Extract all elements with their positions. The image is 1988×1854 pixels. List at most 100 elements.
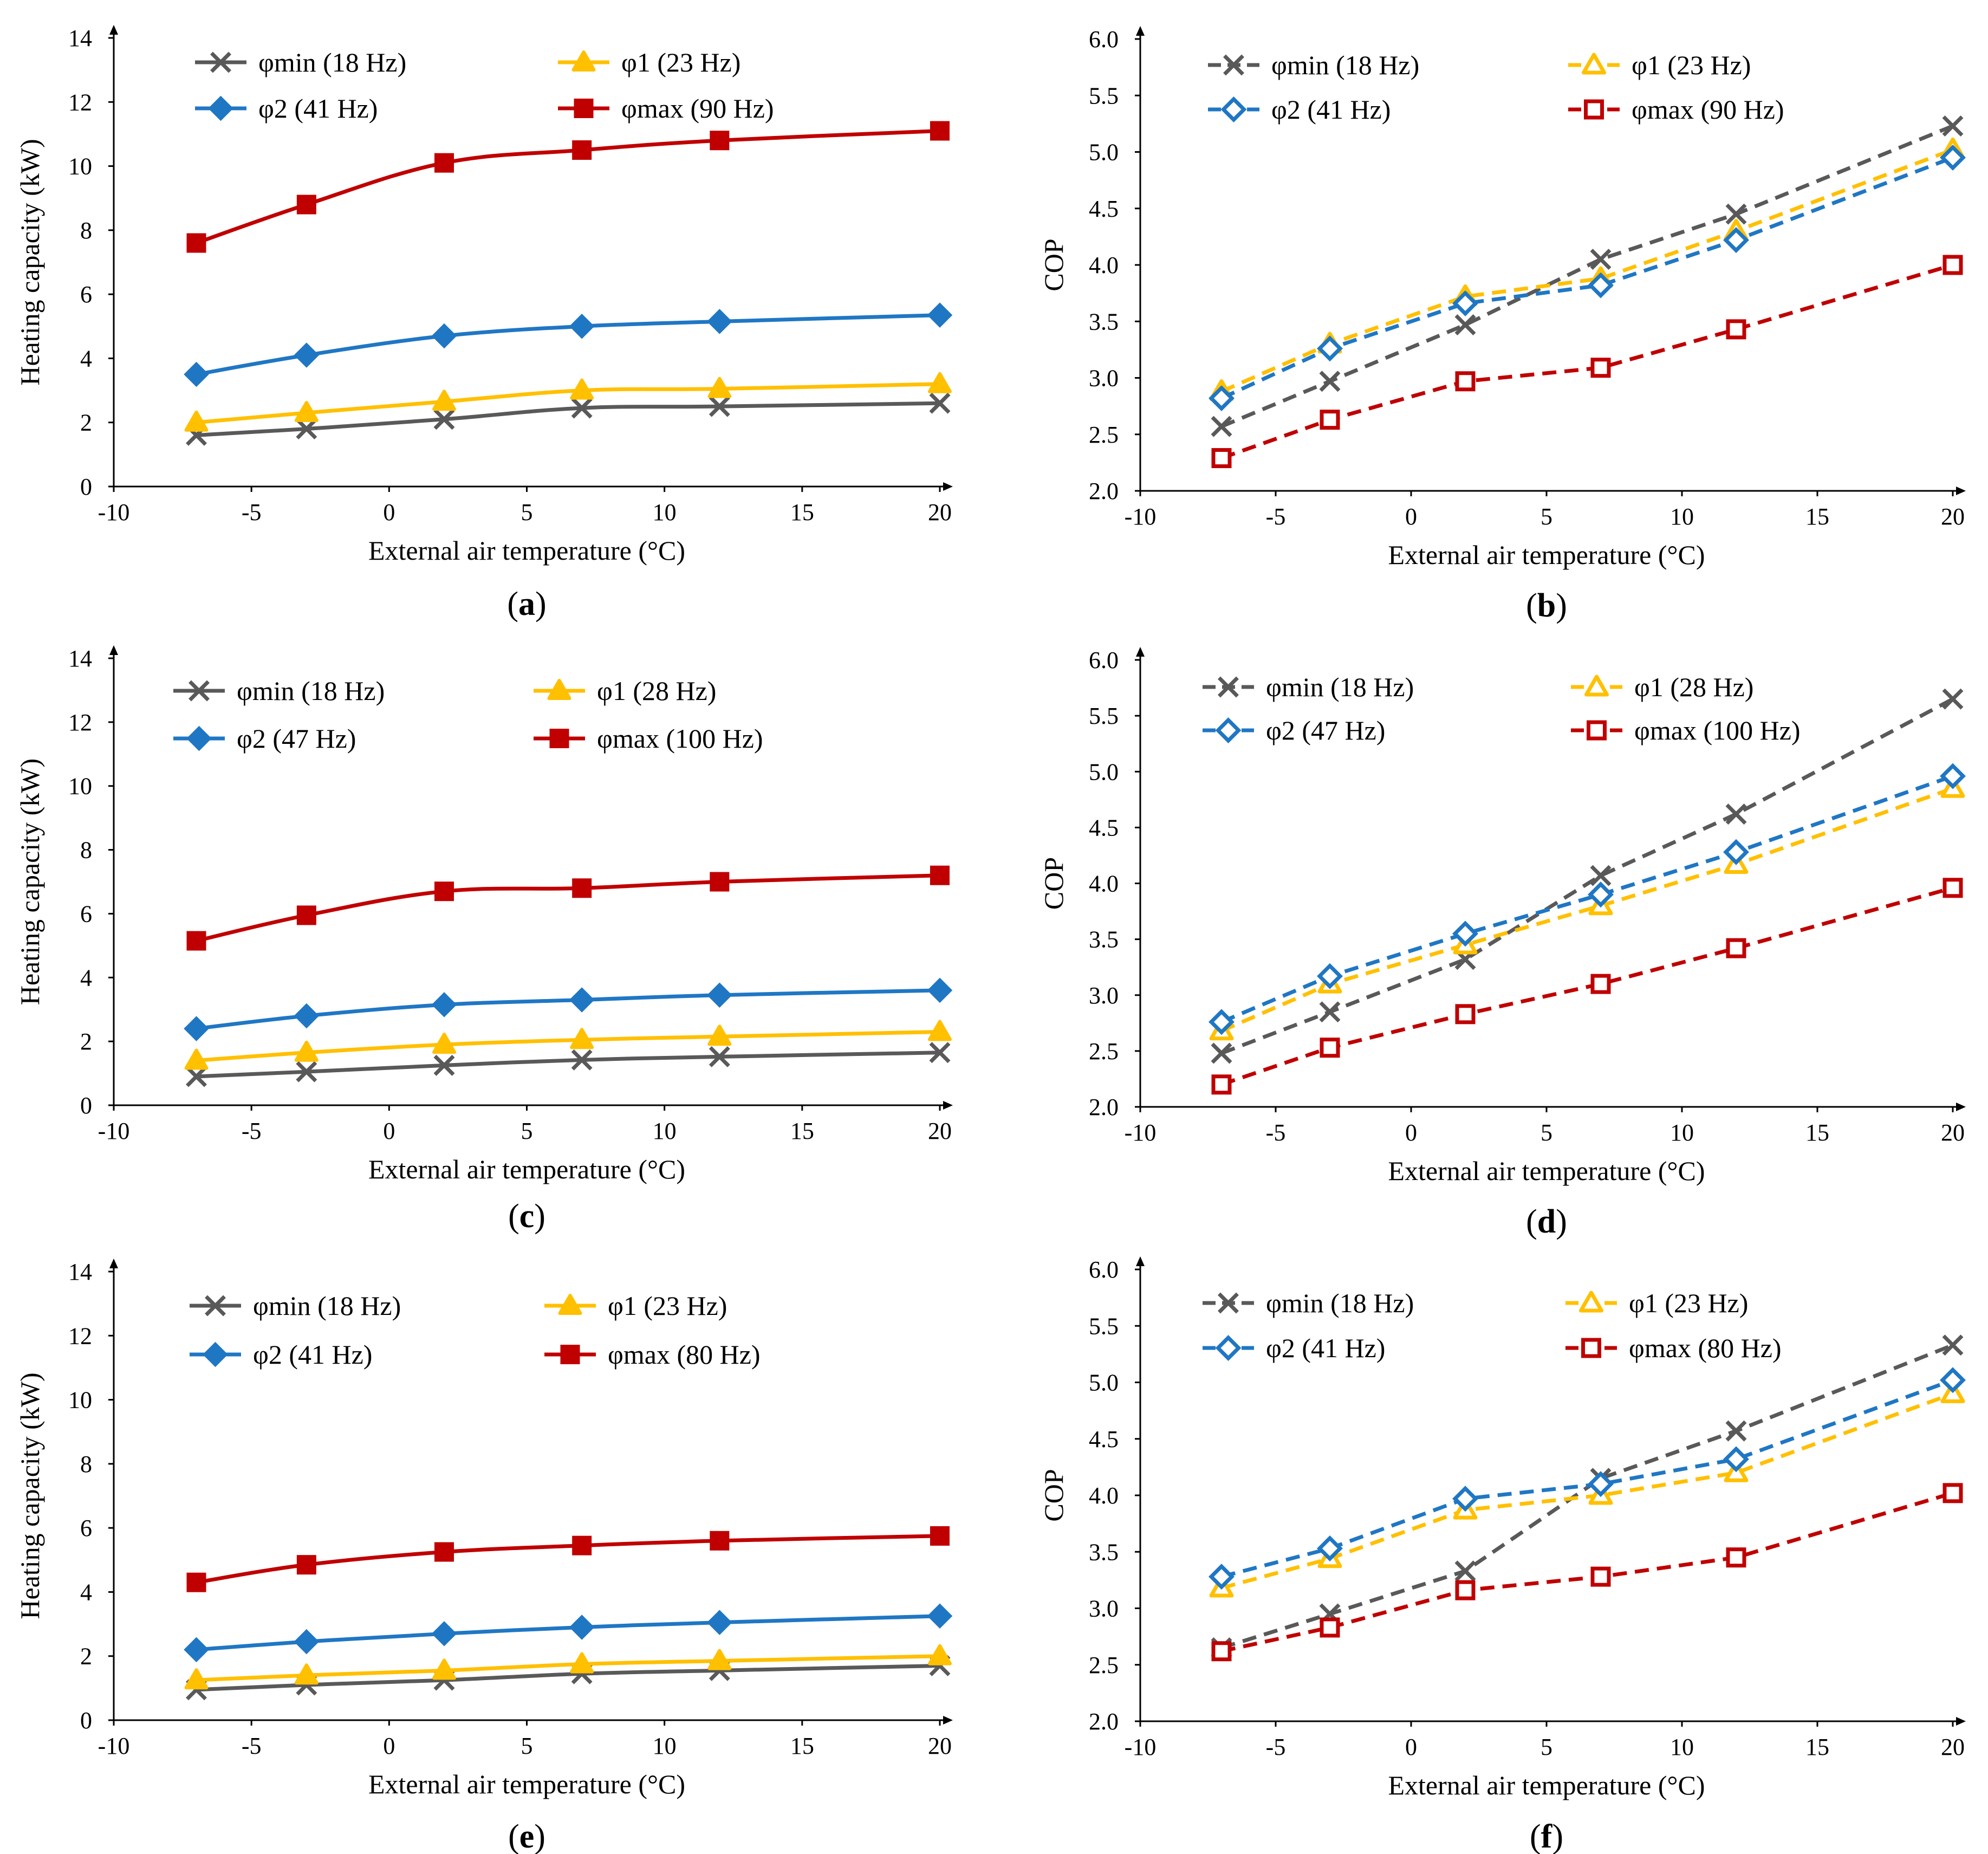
data-point: [294, 400, 319, 422]
y-tick-label: 3.0: [1089, 1596, 1119, 1622]
data-point: [1942, 878, 1963, 898]
x-tick-label: -10: [1125, 1119, 1157, 1146]
data-point: [927, 1603, 953, 1629]
x-tick-label: 5: [1541, 1734, 1552, 1760]
data-point: [569, 314, 595, 339]
x-axis-label: External air temperature (°C): [368, 1154, 685, 1184]
legend-label: φ2 (41 Hz): [258, 93, 378, 124]
data-point: [1455, 1004, 1476, 1025]
x-axis-arrow: [943, 1716, 953, 1725]
data-point: [296, 1555, 316, 1575]
x-axis-arrow: [943, 482, 953, 491]
x-tick-label: 20: [928, 1733, 952, 1759]
x-tick-label: -5: [242, 1733, 262, 1759]
x-tick-label: 15: [790, 499, 814, 526]
x-tick-label: 10: [1670, 1119, 1694, 1146]
data-point: [928, 1644, 952, 1665]
legend-marker: [1220, 96, 1247, 122]
legend-label: φmax (80 Hz): [608, 1339, 761, 1370]
legend-marker: [1218, 676, 1239, 698]
chart-panel-d: -10 -5 0 5 10 15 20 2.0 2.5 3.0 3.5 4.0 4.5 5.0 5.5 6.0…: [1038, 647, 1966, 1240]
series-line: [1221, 1378, 1954, 1579]
y-tick-label: 14: [68, 1259, 92, 1285]
y-tick-label: 5.0: [1089, 1370, 1119, 1396]
series-phi_max: [186, 1526, 950, 1592]
x-tick-label: 5: [1541, 1119, 1552, 1146]
y-axis-arrow: [1136, 26, 1145, 36]
chart-panel-f: -10 -5 0 5 10 15 20 2.0 2.5 3.0 3.5 4.0 4.5 5.0 5.5 6.0…: [1038, 1256, 1966, 1854]
x-tick-label: 10: [653, 1118, 677, 1144]
y-tick-label: 2: [80, 1028, 92, 1055]
x-tick-label: -10: [1125, 503, 1157, 530]
legend-label: φmax (100 Hz): [1634, 715, 1801, 746]
legend-marker: [1581, 1338, 1601, 1358]
series-phi_2: [184, 977, 953, 1041]
legend-label: φ1 (23 Hz): [608, 1291, 727, 1321]
x-axis-label: External air temperature (°C): [1388, 540, 1705, 570]
data-point: [1455, 371, 1476, 392]
data-point: [570, 1028, 594, 1049]
legend-item-phi_min: φmin (18 Hz): [1203, 672, 1414, 702]
legend-label: φmax (90 Hz): [1632, 94, 1784, 125]
data-point: [929, 392, 951, 414]
data-point: [571, 1049, 593, 1071]
legend-item-phi_max: φmax (80 Hz): [544, 1339, 761, 1370]
data-point: [431, 992, 457, 1017]
legend-item-phi_max: φmax (100 Hz): [534, 723, 763, 754]
data-point: [294, 1040, 319, 1062]
data-point: [1320, 1617, 1340, 1638]
data-point: [1723, 1446, 1749, 1473]
y-tick-label: 14: [68, 645, 92, 672]
y-tick-label: 6.0: [1089, 647, 1119, 673]
y-tick-label: 3.0: [1089, 982, 1119, 1009]
chart-panel-e: -10 -5 0 5 10 15 20 0 2 4 6 8 10 12 14 External air tem…: [15, 1259, 953, 1854]
y-tick-label: 6.0: [1089, 26, 1119, 53]
y-tick-label: 4.0: [1089, 1482, 1119, 1509]
data-point: [1942, 1334, 1964, 1356]
data-point: [707, 377, 732, 398]
x-tick-label: 0: [1405, 1734, 1417, 1760]
data-point: [1723, 227, 1749, 254]
legend-marker: [1223, 54, 1244, 76]
x-tick-label: -10: [98, 499, 130, 526]
panel-label: (b): [1526, 587, 1567, 624]
x-tick-label: 5: [521, 1118, 533, 1144]
panel-label: (f): [1530, 1818, 1563, 1854]
legend-label: φmin (18 Hz): [258, 47, 406, 77]
y-tick-label: 3.5: [1089, 926, 1119, 953]
data-point: [707, 1025, 732, 1046]
y-tick-label: 3.5: [1089, 308, 1119, 335]
series-phi_1: [1209, 776, 1965, 1041]
x-axis-label: External air temperature (°C): [1388, 1156, 1705, 1186]
series-line: [196, 129, 940, 245]
data-point: [1942, 1483, 1963, 1503]
series-phi_max: [186, 121, 950, 253]
x-tick-label: -5: [242, 1118, 262, 1144]
x-tick-label: 5: [521, 1733, 533, 1759]
legend-item-phi_1: φ1 (23 Hz): [1568, 50, 1751, 80]
y-tick-label: 0: [80, 1707, 92, 1734]
y-tick-label: 2.5: [1089, 1038, 1119, 1065]
x-tick-label: -10: [1125, 1734, 1157, 1760]
data-point: [186, 1572, 206, 1592]
y-tick-label: 2.0: [1089, 1094, 1119, 1120]
data-point: [927, 302, 953, 328]
x-tick-label: -5: [1266, 1734, 1286, 1760]
legend-marker: [205, 1295, 226, 1317]
data-point: [432, 1658, 456, 1680]
data-point: [434, 881, 454, 902]
data-point: [294, 1663, 319, 1685]
legend-label: φmin (18 Hz): [1266, 1288, 1414, 1318]
legend-item-phi_min: φmin (18 Hz): [1203, 1288, 1414, 1318]
data-point: [1211, 1641, 1232, 1662]
legend-item-phi_min: φmin (18 Hz): [195, 47, 406, 77]
data-point: [434, 1542, 454, 1562]
legend-label: φmin (18 Hz): [237, 676, 385, 706]
y-tick-label: 8: [80, 217, 92, 244]
legend-marker: [571, 50, 596, 72]
y-tick-label: 5.0: [1089, 139, 1119, 166]
data-point: [184, 1016, 209, 1041]
data-point: [431, 323, 457, 349]
y-tick-label: 3.5: [1089, 1539, 1119, 1565]
